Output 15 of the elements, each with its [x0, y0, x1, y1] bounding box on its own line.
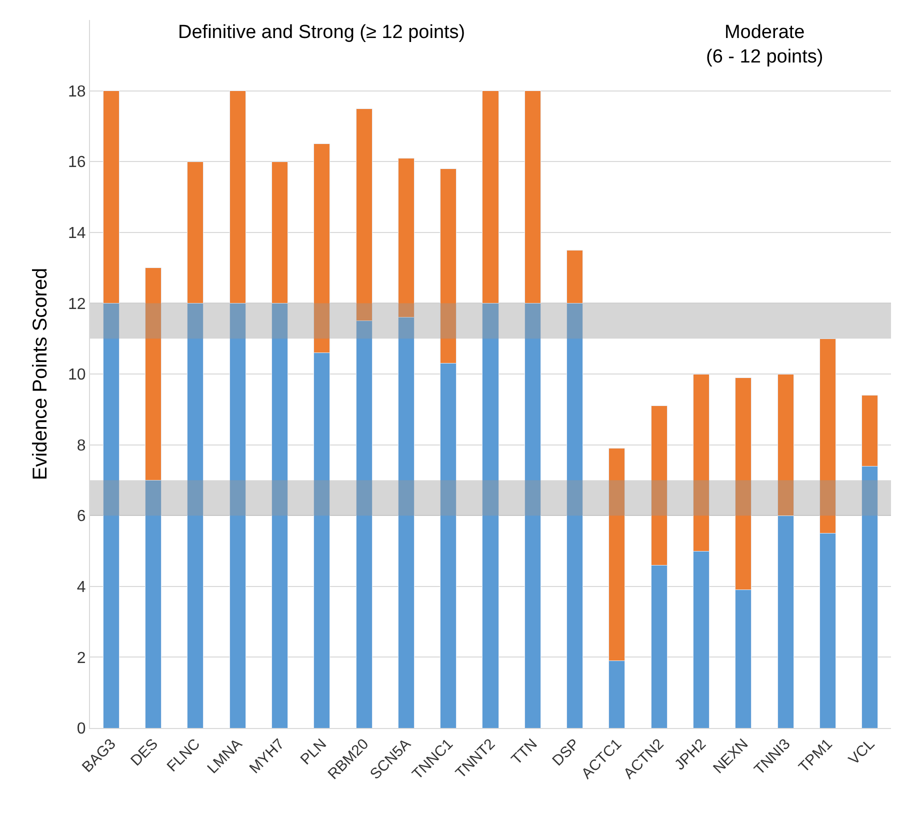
- x-tick-label: VCL: [845, 736, 878, 768]
- y-tick-label: 14: [68, 225, 86, 242]
- y-tick-label: 12: [68, 296, 86, 313]
- y-axis-title: Evidence Points Scored: [30, 268, 52, 480]
- annotation: Definitive and Strong (≥ 12 points): [178, 22, 466, 43]
- y-tick-label: 2: [76, 650, 86, 667]
- y-tick-label: 18: [68, 83, 86, 100]
- y-tick-label: 6: [76, 508, 86, 526]
- x-tick-label: TTN: [508, 736, 541, 768]
- y-tick-label: 10: [68, 366, 86, 384]
- annotation: Moderate (6 - 12 points): [706, 22, 824, 68]
- y-tick-label: 4: [76, 579, 86, 596]
- y-tick-label: 16: [68, 154, 86, 172]
- y-tick-label: 8: [76, 437, 86, 454]
- y-tick-label: 0: [76, 720, 86, 738]
